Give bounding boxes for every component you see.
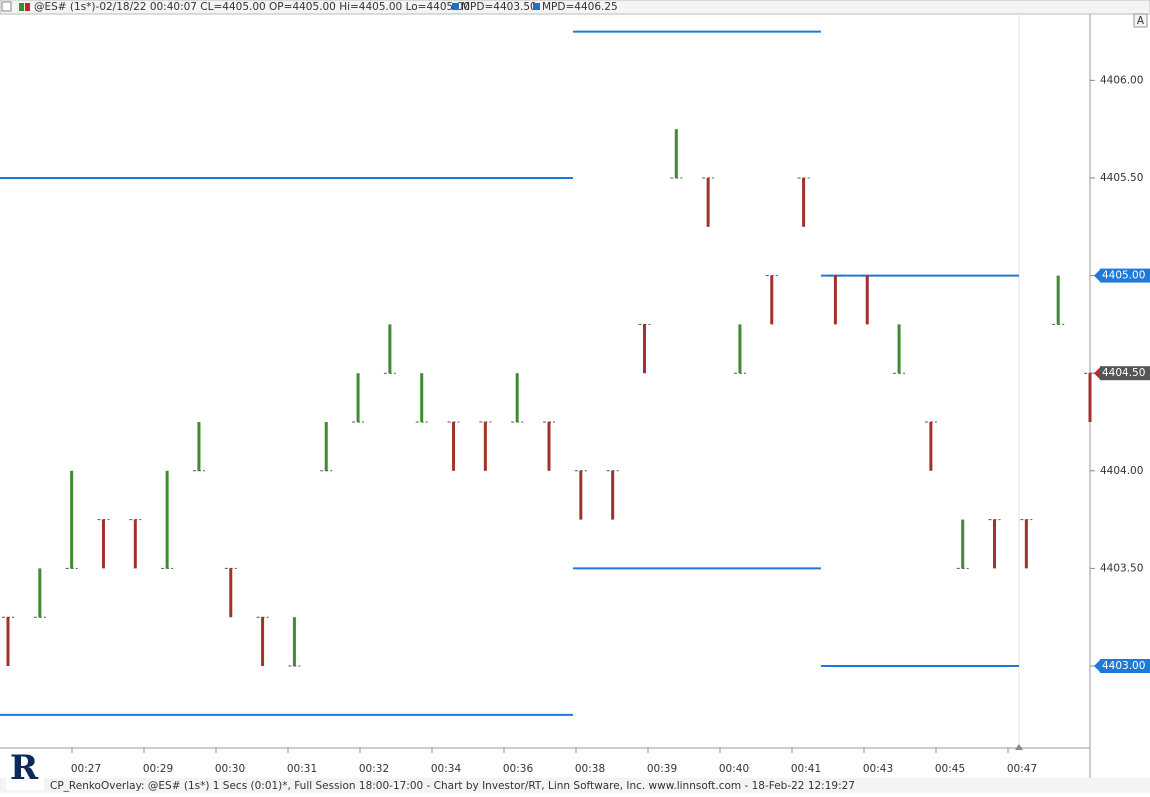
- renko-brick: [70, 470, 74, 569]
- legend-entry: MPD=4406.25: [542, 1, 618, 13]
- price-marker-arrow: [1094, 269, 1100, 282]
- renko-brick: [133, 519, 137, 569]
- renko-brick: [101, 519, 105, 569]
- footer-bar: [0, 778, 1150, 793]
- x-tick-label: 00:31: [287, 763, 317, 775]
- renko-brick: [993, 519, 997, 569]
- renko-brick: [547, 421, 551, 471]
- chart-title: @ES# (1s*)-02/18/22 00:40:07 CL=4405.00 …: [34, 1, 470, 13]
- renko-brick: [1088, 373, 1092, 422]
- renko-brick: [165, 470, 169, 569]
- renko-brick: [611, 470, 615, 520]
- x-tick-label: 00:32: [359, 763, 389, 775]
- renko-brick: [706, 177, 710, 227]
- x-tick-label: 00:45: [935, 763, 965, 775]
- x-tick-label: 00:30: [215, 763, 245, 775]
- x-tick-label: 00:36: [503, 763, 534, 775]
- footer-text: CP_RenkoOverlay: @ES# (1s*) 1 Secs (0:01…: [50, 780, 855, 792]
- renko-brick: [261, 617, 265, 667]
- renko-brick: [420, 373, 424, 422]
- renko-brick: [229, 568, 233, 618]
- renko-brick: [770, 275, 774, 325]
- x-tick-label: 00:40: [719, 763, 749, 775]
- renko-brick: [197, 421, 201, 471]
- renko-brick: [642, 324, 646, 374]
- logo: R: [10, 748, 39, 788]
- x-tick-label: 00:38: [575, 763, 605, 775]
- x-tick-label: 00:34: [431, 763, 462, 775]
- renko-brick: [1024, 519, 1028, 569]
- price-marker-label: 4404.50: [1102, 367, 1145, 379]
- renko-brick: [961, 519, 965, 569]
- icon-up: [19, 3, 24, 11]
- renko-brick: [483, 421, 487, 471]
- current-marker: [1015, 744, 1023, 750]
- legend-swatch: [452, 3, 459, 10]
- y-tick-label: 4406.00: [1100, 74, 1143, 86]
- x-tick-label: 00:39: [647, 763, 677, 775]
- renko-brick: [356, 373, 360, 422]
- button-label: A: [1137, 15, 1145, 27]
- renko-brick: [38, 568, 42, 618]
- price-marker-arrow: [1094, 367, 1100, 380]
- price-marker-label: 4405.00: [1102, 270, 1145, 282]
- x-tick-label: 00:47: [1007, 763, 1037, 775]
- close-box[interactable]: [1, 1, 12, 12]
- auto-scale-button[interactable]: [1133, 13, 1148, 28]
- renko-brick: [929, 421, 933, 471]
- renko-brick: [515, 373, 519, 422]
- renko-brick: [292, 617, 296, 667]
- renko-brick: [833, 275, 837, 325]
- renko-brick: [1056, 275, 1060, 325]
- renko-brick: [897, 324, 901, 374]
- y-tick-label: 4404.00: [1100, 465, 1143, 477]
- renko-brick: [802, 177, 806, 227]
- price-marker-label: 4403.00: [1102, 660, 1145, 672]
- renko-brick: [674, 129, 678, 178]
- price-marker: [1100, 366, 1150, 381]
- renko-brick: [6, 617, 10, 667]
- renko-brick: [388, 324, 392, 374]
- x-tick-label: 00:27: [71, 763, 101, 775]
- price-marker-arrow: [1094, 660, 1100, 673]
- logo-box: [6, 752, 44, 790]
- renko-brick: [452, 421, 456, 471]
- legend-swatch: [533, 3, 540, 10]
- price-marker: [1100, 268, 1150, 283]
- price-marker: [1100, 659, 1150, 674]
- renko-brick: [579, 470, 583, 520]
- x-tick-label: 00:41: [791, 763, 821, 775]
- renko-brick: [865, 275, 869, 325]
- y-tick-label: 4405.50: [1100, 172, 1143, 184]
- x-tick-label: 00:29: [143, 763, 173, 775]
- icon-down: [25, 3, 30, 11]
- renko-brick: [324, 421, 328, 471]
- x-tick-label: 00:43: [863, 763, 893, 775]
- header-bar: [0, 0, 1150, 15]
- renko-brick: [738, 324, 742, 374]
- legend-entry: MPD=4403.50: [461, 1, 537, 13]
- y-tick-label: 4403.50: [1100, 562, 1143, 574]
